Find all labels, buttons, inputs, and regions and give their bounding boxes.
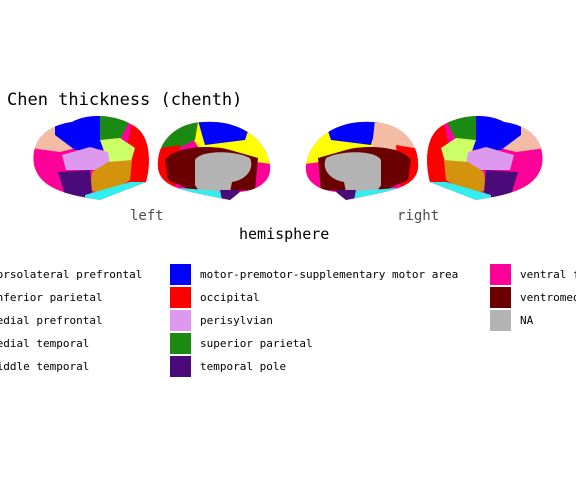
middle-temporal-region: [444, 160, 486, 195]
na-region: [324, 152, 381, 193]
x-tick-left: left: [130, 208, 164, 224]
left-lateral-view: [33, 116, 149, 200]
plot-title: Chen thickness (chenth): [7, 90, 243, 110]
right-medial-view: [305, 121, 419, 200]
right-lateral-view: [427, 116, 543, 200]
na-region: [195, 152, 252, 193]
x-axis-title: hemisphere: [239, 225, 330, 243]
x-tick-right: right: [397, 208, 440, 224]
motor-region: [195, 121, 255, 145]
middle-temporal-region: [90, 160, 132, 195]
dorsolateral-prefrontal-region: [372, 121, 419, 150]
perisylvian-region: [62, 147, 110, 170]
perisylvian-region: [466, 147, 514, 170]
medial-temporal-region: [85, 182, 146, 200]
medial-temporal-region: [430, 182, 491, 200]
motor-region: [321, 121, 381, 145]
left-medial-view: [157, 121, 271, 200]
temporal-pole-region: [220, 190, 240, 200]
temporal-pole-region: [336, 190, 356, 200]
